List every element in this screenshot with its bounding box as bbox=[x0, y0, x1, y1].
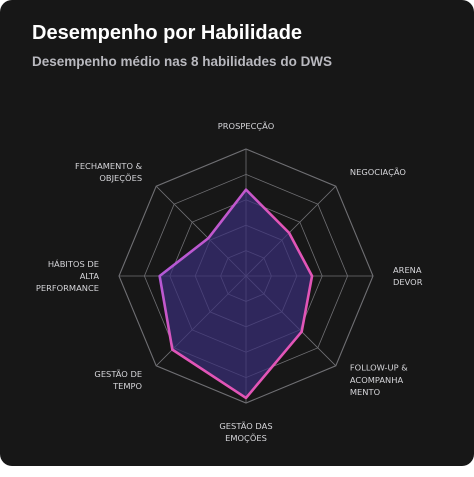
chart-card: Desempenho por Habilidade Desempenho méd… bbox=[0, 0, 474, 466]
chart-title: Desempenho por Habilidade bbox=[32, 22, 303, 44]
series-polygon-1 bbox=[158, 188, 314, 400]
axis-label-3: ARENA DEVOR bbox=[393, 265, 423, 287]
axis-label-2: NEGOCIAÇÃO bbox=[350, 167, 407, 177]
axis-label-6: GESTÃO DE TEMPO bbox=[94, 369, 142, 391]
chart-subtitle: Desempenho médio nas 8 habilidades do DW… bbox=[32, 54, 333, 69]
axis-label-5: GESTÃO DAS EMOÇÕES bbox=[219, 421, 272, 443]
axis-label-8: FECHAMENTO & OBJEÇÕES bbox=[75, 161, 143, 183]
axis-label-4: FOLLOW-UP & ACOMPANHA MENTO bbox=[350, 363, 408, 397]
axis-label-1: PROSPECÇÃO bbox=[218, 121, 275, 131]
axis-label-7: HÁBITOS DE ALTA PERFORMANCE bbox=[36, 258, 99, 293]
radar-chart: PROSPECÇÃO NEGOCIAÇÃO ARENA DEVOR FOLLOW-UP … bbox=[36, 121, 423, 443]
